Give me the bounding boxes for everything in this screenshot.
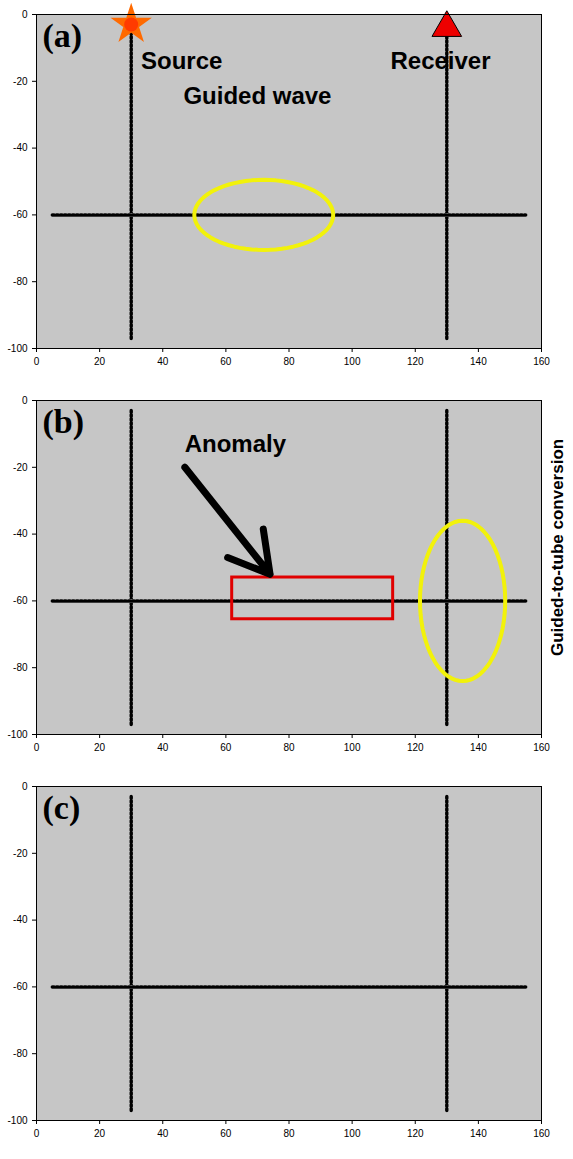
- svg-text:Receiver: Receiver: [390, 47, 490, 74]
- svg-text:20: 20: [94, 1128, 106, 1139]
- svg-text:40: 40: [157, 742, 169, 753]
- svg-text:40: 40: [157, 356, 169, 367]
- svg-text:60: 60: [220, 1128, 232, 1139]
- svg-text:100: 100: [344, 1128, 361, 1139]
- svg-text:-100: -100: [7, 1115, 27, 1126]
- svg-text:80: 80: [283, 1128, 295, 1139]
- svg-text:100: 100: [344, 742, 361, 753]
- svg-text:-100: -100: [7, 343, 27, 354]
- svg-text:-80: -80: [13, 276, 28, 287]
- svg-text:120: 120: [407, 1128, 424, 1139]
- svg-text:20: 20: [94, 742, 106, 753]
- svg-text:-40: -40: [13, 528, 28, 539]
- svg-text:80: 80: [283, 742, 295, 753]
- svg-text:0: 0: [34, 1128, 40, 1139]
- svg-text:Guided wave: Guided wave: [183, 82, 331, 109]
- svg-text:140: 140: [470, 356, 487, 367]
- svg-text:-100: -100: [7, 729, 27, 740]
- svg-text:20: 20: [94, 356, 106, 367]
- svg-text:(c): (c): [43, 789, 81, 827]
- svg-text:140: 140: [470, 742, 487, 753]
- svg-text:160: 160: [533, 1128, 550, 1139]
- svg-text:0: 0: [22, 9, 28, 20]
- svg-text:160: 160: [533, 742, 550, 753]
- svg-text:(a): (a): [43, 17, 83, 55]
- svg-text:80: 80: [283, 356, 295, 367]
- svg-text:0: 0: [22, 395, 28, 406]
- svg-text:Anomaly: Anomaly: [185, 430, 287, 457]
- svg-text:-20: -20: [13, 848, 28, 859]
- svg-text:0: 0: [34, 742, 40, 753]
- svg-text:(b): (b): [43, 403, 85, 441]
- svg-text:-60: -60: [13, 595, 28, 606]
- svg-text:-80: -80: [13, 662, 28, 673]
- svg-text:-20: -20: [13, 76, 28, 87]
- svg-text:120: 120: [407, 742, 424, 753]
- svg-text:0: 0: [22, 781, 28, 792]
- svg-text:120: 120: [407, 356, 424, 367]
- svg-text:-40: -40: [13, 142, 28, 153]
- svg-text:-60: -60: [13, 981, 28, 992]
- svg-text:160: 160: [533, 356, 550, 367]
- svg-text:-60: -60: [13, 209, 28, 220]
- svg-text:40: 40: [157, 1128, 169, 1139]
- svg-text:60: 60: [220, 742, 232, 753]
- svg-text:-80: -80: [13, 1048, 28, 1059]
- svg-text:Source: Source: [141, 47, 222, 74]
- svg-text:-20: -20: [13, 462, 28, 473]
- svg-text:0: 0: [34, 356, 40, 367]
- svg-text:60: 60: [220, 356, 232, 367]
- svg-text:Guided-to-tube conversion: Guided-to-tube conversion: [548, 439, 567, 656]
- svg-text:140: 140: [470, 1128, 487, 1139]
- svg-text:-40: -40: [13, 914, 28, 925]
- svg-text:100: 100: [344, 356, 361, 367]
